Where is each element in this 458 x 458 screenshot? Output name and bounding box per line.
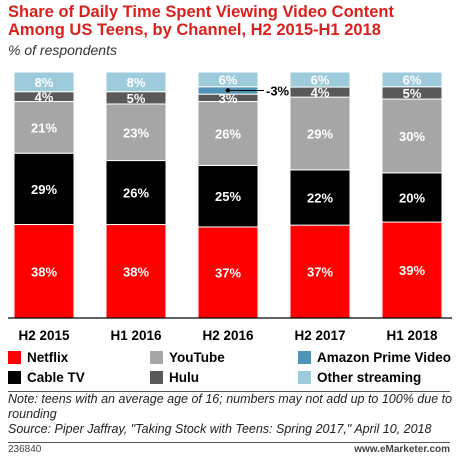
data-label-other-streaming-h2-2017: 6% — [311, 73, 330, 88]
data-label-hulu-h2-2015: 4% — [35, 90, 54, 105]
data-label-hulu-h1-2016: 5% — [127, 91, 146, 106]
legend-label-hulu: Hulu — [169, 370, 199, 385]
data-label-other-streaming-h1-2018: 6% — [403, 72, 422, 87]
legend-swatch-other-streaming — [298, 371, 311, 384]
data-label-youtube-h1-2018: 30% — [399, 129, 425, 144]
data-label-hulu-h2-2017: 4% — [311, 85, 330, 100]
x-tick-label-h1-2018: H1 2018 — [386, 328, 438, 343]
bar-other-streaming-h2-2015 — [13, 71, 75, 93]
data-label-cable-tv-h2-2017: 22% — [307, 191, 333, 206]
divider — [8, 391, 450, 392]
annotation-label: -3% — [266, 83, 290, 98]
legend-item-other-streaming: Other streaming — [298, 370, 421, 385]
legend-swatch-hulu — [150, 371, 163, 384]
chart-title: Share of Daily Time Spent Viewing Video … — [8, 3, 394, 39]
data-label-hulu-h1-2018: 5% — [403, 86, 422, 101]
bar-youtube-h2-2016 — [197, 101, 259, 166]
legend-label-netflix: Netflix — [27, 350, 69, 365]
data-label-netflix-h2-2016: 37% — [215, 265, 241, 280]
chart-notes: Note: teens with an average age of 16; n… — [8, 392, 456, 437]
legend-label-other-streaming: Other streaming — [317, 370, 422, 385]
data-label-netflix-h1-2018: 39% — [399, 263, 425, 278]
data-label-youtube-h1-2016: 23% — [123, 125, 149, 140]
footer-divider — [8, 442, 450, 443]
legend-swatch-netflix — [8, 351, 21, 364]
chart-legend: Netflix YouTube Amazon Prime Video Cable… — [8, 346, 456, 390]
data-label-netflix-h2-2017: 37% — [307, 265, 333, 280]
data-label-cable-tv-h2-2015: 29% — [31, 182, 57, 197]
legend-swatch-cable-tv — [8, 371, 21, 384]
legend-swatch-amazon-prime-video — [298, 351, 311, 364]
note-text: Note: teens with an average age of 16; n… — [8, 392, 453, 421]
data-label-youtube-h2-2015: 21% — [31, 120, 57, 135]
legend-item-hulu: Hulu — [150, 370, 199, 385]
data-label-youtube-h2-2016: 26% — [215, 127, 241, 142]
legend-item-netflix: Netflix — [8, 350, 68, 365]
legend-label-cable-tv: Cable TV — [27, 370, 85, 385]
bar-other-streaming-h2-2016 — [197, 71, 259, 88]
data-label-other-streaming-h2-2015: 8% — [35, 75, 54, 90]
data-label-cable-tv-h1-2018: 20% — [399, 190, 425, 205]
bar-youtube-h1-2018 — [381, 98, 443, 174]
x-tick-label-h2-2017: H2 2017 — [294, 328, 345, 343]
x-tick-label-h2-2016: H2 2016 — [202, 328, 254, 343]
bar-youtube-h1-2016 — [105, 103, 167, 162]
bar-cable-tv-h1-2016 — [105, 160, 167, 226]
chart-id: 236840 — [8, 444, 42, 455]
x-tick-label-h1-2016: H1 2016 — [110, 328, 162, 343]
bar-other-streaming-h2-2017 — [289, 71, 351, 88]
data-label-cable-tv-h1-2016: 26% — [123, 186, 149, 201]
data-label-youtube-h2-2017: 29% — [307, 127, 333, 142]
data-label-other-streaming-h2-2016: 6% — [219, 72, 238, 87]
data-label-netflix-h2-2015: 38% — [31, 264, 57, 279]
legend-item-cable-tv: Cable TV — [8, 370, 85, 385]
bar-other-streaming-h1-2016 — [105, 71, 167, 93]
bar-netflix-h1-2016 — [105, 224, 167, 319]
legend-label-amazon-prime-video: Amazon Prime Video — [317, 350, 452, 365]
x-tick-label-h2-2015: H2 2015 — [18, 328, 70, 343]
legend-swatch-youtube — [150, 351, 163, 364]
bar-netflix-h2-2015 — [13, 224, 75, 319]
bar-netflix-h2-2016 — [197, 226, 259, 319]
data-label-cable-tv-h2-2016: 25% — [215, 189, 241, 204]
data-label-netflix-h1-2016: 38% — [123, 264, 149, 279]
legend-label-youtube: YouTube — [169, 350, 225, 365]
legend-item-amazon-prime-video: Amazon Prime Video — [298, 350, 451, 365]
data-label-other-streaming-h1-2016: 8% — [127, 75, 146, 90]
bar-cable-tv-h2-2015 — [13, 152, 75, 226]
bar-cable-tv-h2-2016 — [197, 164, 259, 228]
source-text: Source: Piper Jaffray, "Taking Stock wit… — [8, 422, 432, 436]
footer: 236840 www.eMarketer.com — [8, 444, 450, 458]
brand-link[interactable]: www.eMarketer.com — [354, 444, 450, 455]
legend-item-youtube: YouTube — [150, 350, 225, 365]
chart-subtitle: % of respondents — [8, 42, 117, 58]
bar-other-streaming-h1-2018 — [381, 71, 443, 88]
